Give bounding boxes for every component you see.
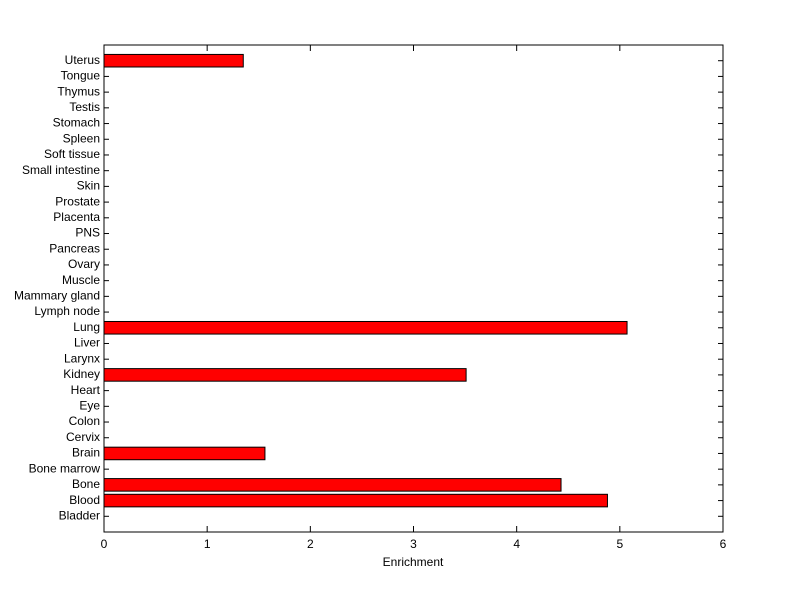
y-tick-label: Mammary gland: [14, 289, 100, 303]
y-tick-label: Bladder: [59, 508, 100, 522]
y-tick-label: Lung: [73, 320, 100, 334]
x-tick-label: 6: [720, 537, 727, 551]
bar: [103, 53, 244, 68]
y-tick-label: Bone marrow: [29, 461, 101, 475]
bar: [103, 320, 628, 335]
y-tick-label: Small intestine: [22, 163, 100, 177]
x-tick-label: 3: [410, 537, 417, 551]
y-tick-label: Colon: [69, 414, 100, 428]
y-tick-label: Testis: [69, 100, 100, 114]
x-tick-label: 2: [307, 537, 314, 551]
y-tick-label: PNS: [75, 226, 100, 240]
y-tick-label: Kidney: [63, 367, 100, 381]
y-tick-label: Soft tissue: [44, 147, 100, 161]
y-tick-label: Cervix: [66, 430, 100, 444]
y-tick-label: Spleen: [63, 131, 100, 145]
y-tick-label: Uterus: [65, 53, 100, 67]
x-tick-label: 1: [204, 537, 211, 551]
y-tick-label: Pancreas: [49, 241, 100, 255]
y-tick-label: Stomach: [53, 116, 100, 130]
y-tick-label: Brain: [72, 446, 100, 460]
bar: [103, 478, 562, 492]
y-tick-label: Larynx: [64, 351, 100, 365]
x-tick-label: 0: [101, 537, 108, 551]
y-tick-label: Tongue: [61, 69, 101, 83]
y-tick-label: Blood: [69, 493, 100, 507]
bar: [103, 368, 467, 382]
y-tick-label: Eye: [79, 398, 100, 412]
y-tick-label: Thymus: [57, 84, 100, 98]
x-axis-label: Enrichment: [383, 555, 444, 569]
x-tick-label: 4: [513, 537, 520, 551]
y-tick-label: Ovary: [68, 257, 100, 271]
y-tick-label: Heart: [71, 383, 101, 397]
bar: [103, 493, 608, 508]
y-tick-label: Skin: [77, 179, 100, 193]
y-tick-label: Muscle: [62, 273, 100, 287]
y-tick-label: Placenta: [53, 210, 100, 224]
y-tick-label: Lymph node: [34, 304, 100, 318]
bar: [103, 446, 266, 461]
y-tick-label: Prostate: [55, 194, 100, 208]
y-tick-label: Liver: [74, 336, 100, 350]
x-tick-label: 5: [616, 537, 623, 551]
y-tick-label: Bone: [72, 477, 100, 491]
